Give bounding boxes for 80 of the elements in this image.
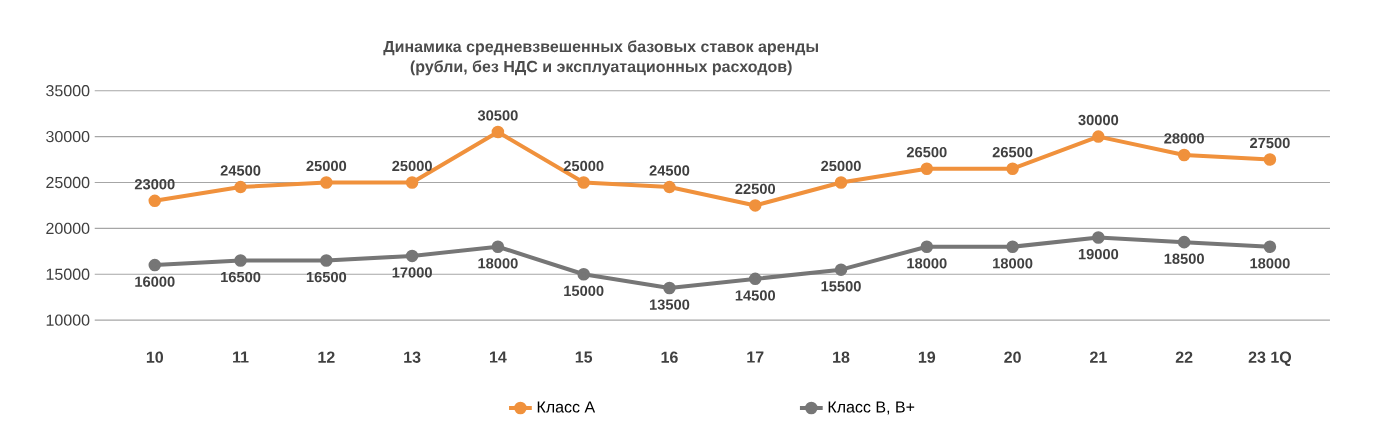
data-label: 25000 bbox=[306, 160, 347, 172]
point bbox=[1006, 240, 1019, 254]
point bbox=[148, 259, 162, 272]
data-label: 13500 bbox=[649, 299, 690, 311]
data-label: 18000 bbox=[1250, 258, 1290, 269]
data-label: 18000 bbox=[993, 258, 1033, 269]
point bbox=[663, 282, 676, 295]
data-label: 24500 bbox=[649, 165, 690, 176]
y-tick-label: 25000 bbox=[46, 177, 90, 189]
data-label: 22500 bbox=[735, 183, 776, 195]
x-tick-label: 11 bbox=[233, 351, 249, 363]
y-tick-label: 10000 bbox=[46, 314, 90, 327]
data-label: 16500 bbox=[306, 272, 347, 283]
data-label: 18000 bbox=[478, 258, 518, 269]
point bbox=[405, 176, 419, 189]
point bbox=[491, 125, 505, 139]
legend-label: Класс А bbox=[537, 401, 596, 413]
x-tick-label: 23 1Q bbox=[1248, 351, 1292, 367]
x-tick-label: 17 bbox=[747, 351, 764, 363]
point bbox=[1263, 240, 1277, 254]
y-tick-label: 30000 bbox=[46, 131, 90, 143]
chart-title: Динамика средневзвешенных базовых ставок аренды bbox=[383, 40, 818, 56]
point bbox=[577, 176, 590, 189]
x-tick-label: 13 bbox=[404, 351, 421, 364]
data-label: 19000 bbox=[1078, 249, 1119, 260]
data-label: 25000 bbox=[392, 160, 432, 172]
legend-label: Класс В, В+ bbox=[828, 401, 915, 415]
data-label: 30500 bbox=[477, 110, 518, 121]
point bbox=[1177, 236, 1191, 249]
point bbox=[834, 263, 848, 277]
point bbox=[1263, 153, 1277, 167]
x-tick-label: 10 bbox=[146, 351, 164, 364]
data-label: 14500 bbox=[735, 290, 776, 301]
point bbox=[234, 254, 247, 267]
data-label: 16500 bbox=[221, 272, 261, 283]
y-tick-label: 35000 bbox=[46, 85, 90, 97]
point bbox=[148, 194, 162, 208]
x-tick-label: 16 bbox=[661, 351, 678, 364]
point bbox=[320, 176, 333, 189]
x-tick-label: 12 bbox=[318, 351, 335, 363]
x-tick-label: 15 bbox=[575, 351, 593, 363]
point bbox=[405, 249, 419, 263]
y-tick-label: 20000 bbox=[46, 222, 90, 235]
x-tick-label: 20 bbox=[1004, 351, 1021, 364]
point bbox=[1006, 162, 1019, 176]
data-label: 16000 bbox=[135, 276, 175, 288]
data-label: 17000 bbox=[392, 267, 432, 278]
data-label: 28000 bbox=[1164, 133, 1204, 144]
x-tick-label: 22 bbox=[1175, 351, 1193, 363]
data-label: 18000 bbox=[907, 258, 947, 269]
data-label: 15500 bbox=[821, 281, 861, 292]
data-label: 26500 bbox=[992, 147, 1033, 158]
data-label: 24500 bbox=[220, 165, 261, 176]
point bbox=[748, 272, 762, 286]
point bbox=[920, 162, 934, 176]
x-tick-label: 19 bbox=[918, 351, 936, 364]
data-label: 18500 bbox=[1164, 253, 1204, 265]
point bbox=[1177, 148, 1191, 162]
data-label: 26500 bbox=[906, 147, 947, 158]
point bbox=[320, 254, 333, 267]
data-label: 25000 bbox=[563, 160, 604, 172]
x-tick-label: 18 bbox=[833, 351, 850, 364]
chart-subtitle: (рубли, без НДС и эксплуатационных расходов) bbox=[410, 60, 792, 76]
point bbox=[920, 240, 934, 254]
y-tick-label: 15000 bbox=[46, 268, 90, 281]
point bbox=[491, 240, 505, 254]
data-label: 15000 bbox=[564, 285, 604, 297]
data-label: 30000 bbox=[1078, 115, 1119, 126]
x-tick-label: 14 bbox=[490, 351, 507, 363]
point bbox=[748, 199, 762, 212]
point bbox=[834, 176, 848, 189]
point bbox=[234, 181, 247, 194]
data-label: 25000 bbox=[821, 160, 861, 172]
point bbox=[663, 181, 676, 194]
x-tick-label: 21 bbox=[1090, 351, 1107, 363]
data-label: 27500 bbox=[1250, 138, 1290, 149]
point bbox=[577, 268, 590, 281]
point bbox=[1092, 231, 1105, 245]
point bbox=[1092, 130, 1105, 144]
data-label: 23000 bbox=[134, 179, 175, 190]
